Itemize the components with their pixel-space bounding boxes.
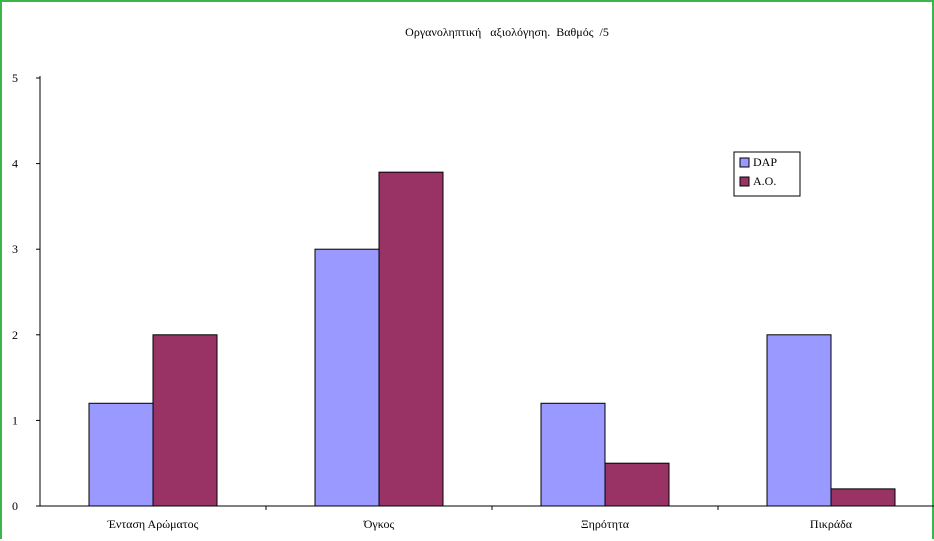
y-tick-label: 2	[12, 328, 18, 342]
bar-ao-2	[604, 462, 670, 507]
y-tick-label: 3	[12, 242, 18, 256]
bar-ao-3	[830, 488, 896, 507]
bar-dap-3	[766, 334, 832, 507]
x-axis-labels: Ένταση Αρώματος Όγκος Ξηρότητα Πικράδα	[107, 517, 853, 531]
x-tick-label: Πικράδα	[810, 517, 853, 531]
chart-title: Οργανοληπτική αξιολόγηση. Βαθμός /5	[405, 25, 609, 39]
legend-label: A.O.	[753, 174, 776, 188]
legend-label: DAP	[753, 155, 777, 169]
bar-dap-0	[88, 402, 154, 507]
y-tick-label: 4	[12, 157, 18, 171]
y-tick-label: 0	[12, 499, 18, 513]
legend-swatch	[739, 157, 750, 168]
legend-swatch	[739, 176, 750, 187]
bar-ao-0	[152, 334, 218, 507]
x-tick-label: Ένταση Αρώματος	[107, 517, 199, 531]
bar-dap-1	[314, 248, 380, 507]
x-tick-label: Όγκος	[363, 517, 395, 531]
y-tick-label: 5	[12, 71, 18, 85]
legend: DAP A.O.	[733, 151, 801, 197]
bar-ao-1	[378, 171, 444, 507]
bar-dap-2	[540, 402, 606, 507]
y-tick-label: 1	[12, 413, 18, 427]
x-tick-label: Ξηρότητα	[581, 517, 630, 531]
bars	[88, 171, 896, 507]
y-axis-labels: 0 1 2 3 4 5	[12, 71, 18, 513]
